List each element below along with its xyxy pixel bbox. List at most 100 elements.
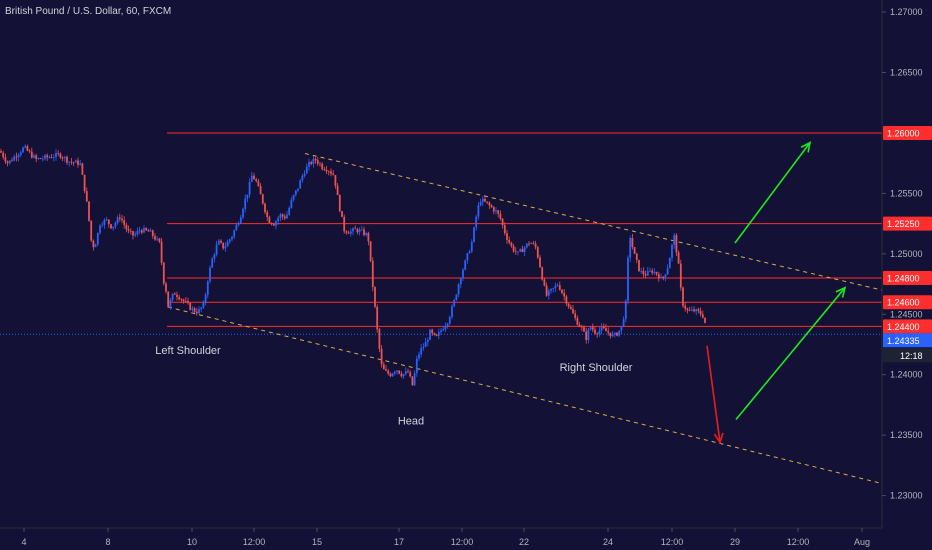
arrow-head bbox=[835, 286, 847, 298]
candle-body bbox=[378, 329, 381, 349]
candle-body bbox=[202, 302, 205, 308]
candle-body bbox=[198, 309, 200, 314]
candle-body bbox=[521, 249, 524, 253]
candle-body bbox=[422, 347, 425, 348]
candle-body bbox=[50, 157, 53, 158]
candle-body bbox=[646, 271, 649, 276]
candle-body bbox=[114, 222, 117, 227]
x-tick-label: 12:00 bbox=[243, 537, 266, 547]
candle-body bbox=[470, 241, 473, 252]
candle-body bbox=[330, 171, 332, 174]
channel-trendline[interactable] bbox=[167, 306, 883, 485]
candle-body bbox=[503, 225, 506, 234]
candle-body bbox=[662, 276, 665, 278]
projection-arrow-up[interactable] bbox=[735, 287, 846, 420]
candle-body bbox=[85, 191, 88, 202]
candle-body bbox=[376, 306, 379, 330]
candle-body bbox=[55, 152, 57, 158]
candle-body bbox=[635, 253, 638, 260]
candle-body bbox=[565, 296, 568, 304]
candle-body bbox=[583, 327, 585, 332]
candle-body bbox=[644, 274, 647, 276]
candle-body bbox=[631, 237, 634, 247]
candle-body bbox=[360, 229, 363, 231]
candle-body bbox=[171, 293, 174, 300]
candle-body bbox=[473, 227, 475, 242]
candle-body bbox=[363, 229, 365, 236]
candle-body bbox=[343, 216, 346, 232]
pattern-annotations: Left Shoulder Head Right Shoulder bbox=[155, 345, 632, 427]
candle-body bbox=[616, 332, 618, 336]
chart-title: British Pound / U.S. Dollar, 60, FXCM bbox=[5, 6, 171, 17]
candle-body bbox=[226, 241, 229, 247]
projection-arrow-up[interactable] bbox=[734, 142, 811, 244]
level-price-label: 1.26000 bbox=[887, 128, 920, 138]
candle-body bbox=[123, 220, 126, 225]
candle-body bbox=[622, 319, 625, 327]
candle-body bbox=[149, 230, 152, 232]
candle-body bbox=[134, 234, 137, 236]
candle-body bbox=[266, 212, 269, 218]
candle-body bbox=[209, 267, 211, 282]
candle-body bbox=[283, 216, 286, 219]
candle-body bbox=[244, 198, 247, 209]
candle-body bbox=[352, 228, 354, 232]
candle-body bbox=[211, 258, 214, 268]
candle-body bbox=[385, 369, 387, 371]
candle-body bbox=[655, 271, 658, 275]
projection-arrows[interactable] bbox=[706, 141, 847, 445]
candle-body bbox=[374, 287, 376, 307]
time-axis[interactable]: 4 8 10 12:00 15 17 12:00 22 24 12:00 29 12:00 Aug bbox=[21, 528, 870, 547]
candle-body bbox=[77, 160, 79, 165]
candle-body bbox=[143, 227, 145, 233]
price-axis[interactable]: 1.27000 1.26500 1.25500 1.25000 1.24500 1.240… bbox=[882, 7, 923, 501]
candle-body bbox=[61, 157, 64, 159]
candle-body bbox=[39, 158, 42, 160]
candle-body bbox=[492, 207, 495, 212]
projection-arrow-down[interactable] bbox=[706, 345, 721, 443]
candle-body bbox=[261, 194, 264, 204]
candle-body bbox=[398, 370, 401, 374]
candle-body bbox=[371, 260, 374, 288]
candle-body bbox=[545, 285, 548, 296]
x-tick-label: 17 bbox=[394, 537, 404, 547]
candle-body bbox=[321, 163, 324, 170]
x-tick-label: 12:00 bbox=[451, 537, 474, 547]
candle-body bbox=[316, 160, 319, 164]
candle-body bbox=[281, 214, 284, 217]
candle-body bbox=[189, 302, 192, 310]
candle-body bbox=[486, 201, 489, 203]
candle-body bbox=[464, 260, 467, 270]
channel-trendline[interactable] bbox=[304, 153, 883, 291]
candle-body bbox=[13, 156, 16, 161]
candle-body bbox=[556, 285, 559, 287]
candle-body bbox=[668, 257, 671, 269]
candle-body bbox=[41, 158, 44, 160]
candle-body bbox=[609, 332, 612, 337]
candle-body bbox=[578, 324, 581, 327]
candles[interactable] bbox=[0, 144, 706, 386]
candle-body bbox=[653, 271, 656, 273]
horizontal-levels[interactable]: 1.26000 1.25250 1.24800 1.24600 1.24400 1.243… bbox=[0, 125, 932, 363]
candle-body bbox=[140, 230, 143, 233]
candle-body bbox=[327, 171, 330, 173]
candle-body bbox=[154, 236, 156, 240]
candle-body bbox=[552, 287, 555, 289]
candle-body bbox=[389, 373, 392, 377]
trendlines[interactable] bbox=[167, 153, 883, 485]
candle-body bbox=[666, 268, 669, 275]
candle-body bbox=[479, 201, 482, 206]
candle-body bbox=[530, 243, 533, 244]
candle-body bbox=[68, 161, 71, 163]
candle-body bbox=[222, 242, 225, 249]
candle-body bbox=[433, 333, 436, 335]
candle-body bbox=[682, 287, 684, 306]
candle-body bbox=[563, 292, 566, 297]
candle-body bbox=[297, 188, 299, 191]
candle-body bbox=[57, 152, 60, 154]
candle-body bbox=[72, 162, 75, 164]
candle-body bbox=[275, 221, 277, 226]
candle-body bbox=[569, 306, 572, 310]
candle-body bbox=[132, 231, 134, 236]
